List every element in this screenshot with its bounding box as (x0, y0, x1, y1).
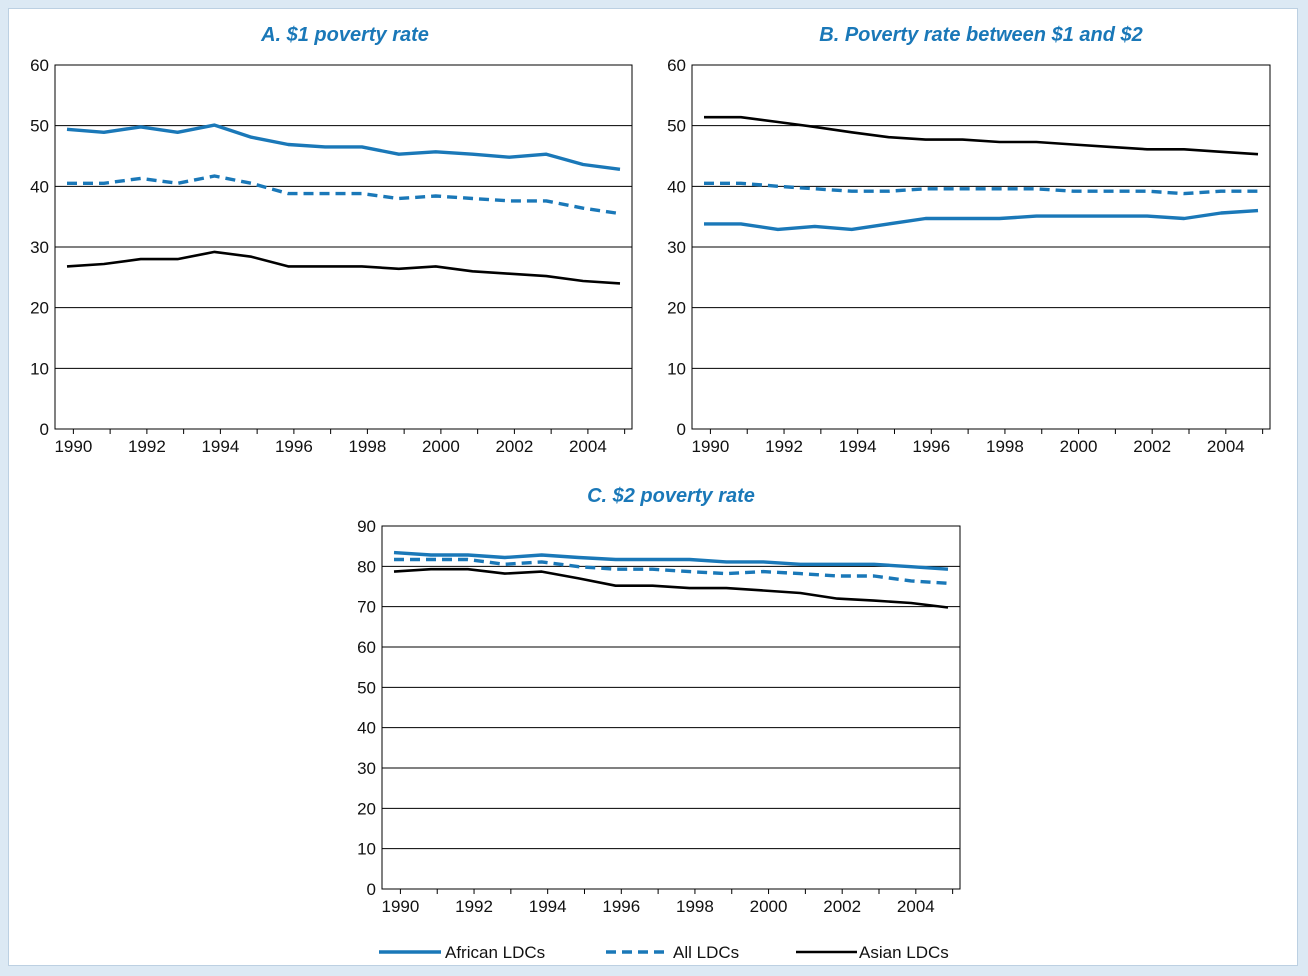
x-tick-label: 1992 (455, 897, 493, 916)
series-line-african (393, 550, 949, 571)
legend-label-asian: Asian LDCs (859, 943, 949, 962)
figure-panel: A. $1 poverty rate 0 10 20 30 40 50 60 1990 1992 1… (8, 8, 1298, 966)
panel-b-title: B. Poverty rate between $1 and $2 (819, 24, 1142, 46)
x-tick-label: 1990 (691, 437, 729, 456)
y-tick-label: 60 (30, 56, 49, 75)
x-tick-label: 1998 (986, 437, 1024, 456)
series-line-asian (704, 115, 1259, 156)
x-tick-label: 2000 (750, 897, 788, 916)
y-tick-label: 0 (367, 880, 376, 899)
x-tick-label: 1998 (348, 437, 386, 456)
x-tick-label: 2002 (495, 437, 533, 456)
y-tick-label: 50 (30, 117, 49, 136)
y-tick-label: 10 (357, 840, 376, 859)
plot-frame (54, 64, 633, 430)
y-tick-label: 20 (667, 299, 686, 318)
x-tick-label: 2000 (1060, 437, 1098, 456)
y-tick-label: 10 (30, 359, 49, 378)
x-tick-label: 1994 (529, 897, 567, 916)
panel-a-title: A. $1 poverty rate (260, 24, 429, 46)
x-tick-label: 2004 (1207, 437, 1245, 456)
plot-frame (381, 525, 961, 890)
x-tick-label: 2004 (569, 437, 607, 456)
charts-svg: A. $1 poverty rate 0 10 20 30 40 50 60 1990 1992 1… (30, 24, 1271, 962)
panel-b: B. Poverty rate between $1 and $2 0 10 20 30… (667, 24, 1271, 456)
x-tick-label: 1992 (765, 437, 803, 456)
x-tick-label: 1996 (602, 897, 640, 916)
x-tick-label: 2000 (422, 437, 460, 456)
y-tick-label: 70 (357, 598, 376, 617)
y-tick-label: 30 (357, 759, 376, 778)
y-tick-label: 30 (30, 238, 49, 257)
y-tick-label: 20 (357, 799, 376, 818)
y-tick-label: 60 (667, 56, 686, 75)
y-tick-label: 0 (677, 420, 686, 439)
x-tick-label: 1996 (275, 437, 313, 456)
y-tick-label: 80 (357, 557, 376, 576)
x-tick-label: 2004 (897, 897, 935, 916)
legend: African LDCs All LDCs Asian LDCs (379, 943, 949, 962)
panel-c-title: C. $2 poverty rate (587, 485, 755, 507)
x-tick-label: 1994 (201, 437, 239, 456)
panel-c: C. $2 poverty rate 0 10 20 30 40 50 60 70 80 90 199… (357, 485, 961, 916)
y-tick-label: 40 (667, 177, 686, 196)
x-tick-label: 1992 (128, 437, 166, 456)
panel-a: A. $1 poverty rate 0 10 20 30 40 50 60 1990 1992 1… (30, 24, 633, 456)
x-tick-label: 1990 (54, 437, 92, 456)
x-tick-label: 2002 (823, 897, 861, 916)
plot-frame (691, 64, 1271, 430)
y-tick-label: 50 (357, 678, 376, 697)
x-tick-label: 1996 (912, 437, 950, 456)
y-tick-label: 40 (30, 177, 49, 196)
series-line-all (67, 174, 621, 216)
x-tick-label: 1998 (676, 897, 714, 916)
legend-label-all: All LDCs (673, 943, 739, 962)
y-tick-label: 90 (357, 517, 376, 536)
series-line-african (66, 123, 621, 171)
y-tick-label: 30 (667, 238, 686, 257)
x-tick-label: 2002 (1133, 437, 1171, 456)
series-line-all (704, 181, 1258, 196)
series-line-african (704, 208, 1259, 232)
series-line-all (394, 557, 949, 585)
series-line-asian (393, 567, 949, 609)
y-tick-label: 20 (30, 299, 49, 318)
y-tick-label: 40 (357, 719, 376, 738)
y-tick-label: 0 (40, 420, 49, 439)
series-line-asian (66, 250, 621, 285)
y-tick-label: 10 (667, 359, 686, 378)
y-tick-label: 50 (667, 117, 686, 136)
x-tick-label: 1990 (381, 897, 419, 916)
legend-label-african: African LDCs (445, 943, 545, 962)
x-tick-label: 1994 (839, 437, 877, 456)
y-tick-label: 60 (357, 638, 376, 657)
